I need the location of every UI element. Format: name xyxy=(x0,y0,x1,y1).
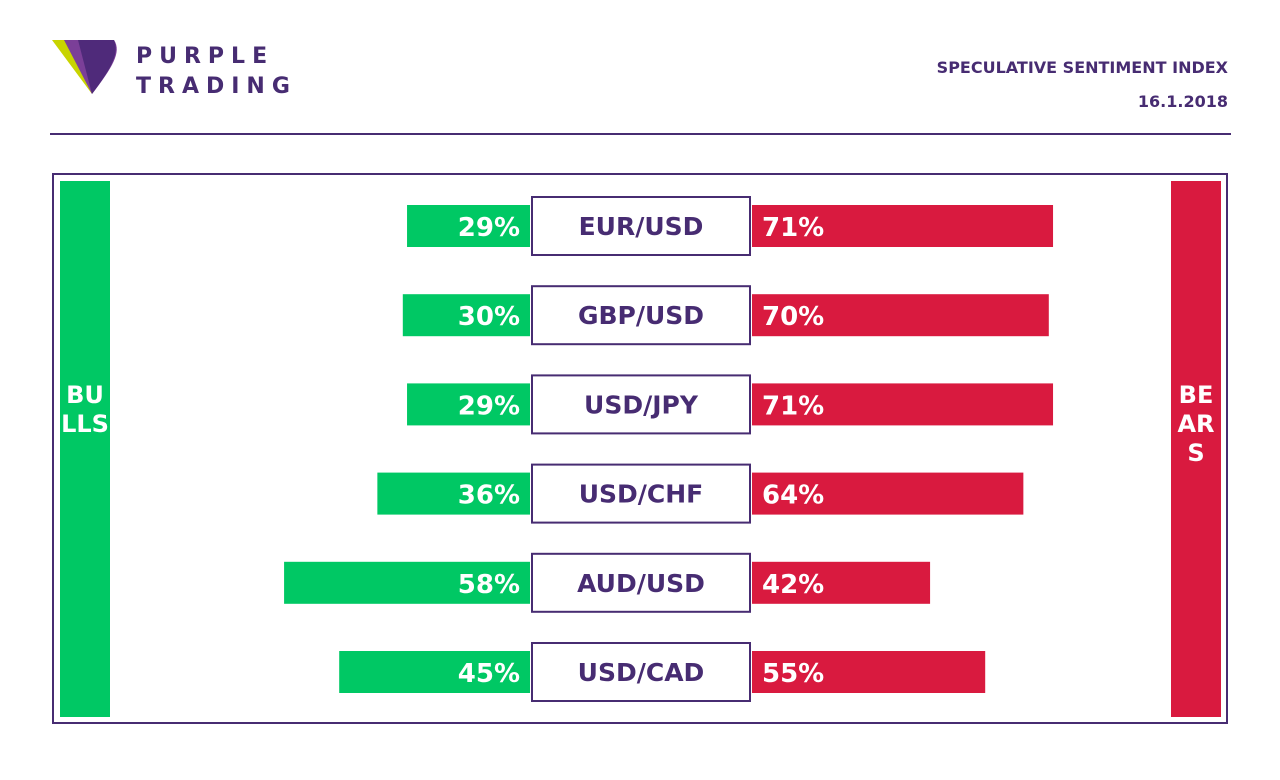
bulls-label: BULLS xyxy=(61,381,109,438)
bear-value-label: 64% xyxy=(762,481,824,511)
bear-bar-eur-usd xyxy=(752,205,1054,247)
bulls-side-bar: BULLS xyxy=(60,181,110,717)
logo-line-2: TRADING xyxy=(136,74,297,99)
pair-box-eur-usd xyxy=(531,196,751,256)
purple-trading-logo: PURPLE TRADING xyxy=(52,38,312,102)
bears-label: BEARS xyxy=(1177,381,1215,467)
bear-value-label: 71% xyxy=(762,391,824,421)
report-title: SPECULATIVE SENTIMENT INDEX xyxy=(936,58,1228,77)
bull-bar-usd-cad xyxy=(339,651,530,693)
bear-bar-usd-cad xyxy=(752,651,986,693)
pair-label: USD/CAD xyxy=(578,658,705,687)
bull-bar-eur-usd xyxy=(407,205,530,247)
bull-bar-aud-usd xyxy=(284,561,530,604)
bull-bar-usd-chf xyxy=(377,472,530,515)
bear-bar-aud-usd xyxy=(752,561,931,604)
chart-frame xyxy=(52,173,1228,724)
bull-value-label: 36% xyxy=(458,481,520,511)
header-divider xyxy=(50,133,1231,135)
pair-label: AUD/USD xyxy=(577,569,705,598)
bear-value-label: 55% xyxy=(762,659,824,689)
bull-value-label: 30% xyxy=(458,302,520,332)
pair-box-usd-chf xyxy=(531,463,751,524)
bull-value-label: 45% xyxy=(458,659,520,689)
logo-wordmark: PURPLE TRADING xyxy=(136,42,297,102)
bull-value-label: 58% xyxy=(458,570,520,600)
pair-label: USD/JPY xyxy=(584,390,699,419)
bull-value-label: 29% xyxy=(458,391,520,421)
bear-bar-gbp-usd xyxy=(752,294,1049,337)
pair-box-aud-usd xyxy=(531,552,751,613)
pair-box-gbp-usd xyxy=(531,285,751,346)
pair-box-usd-jpy xyxy=(531,374,751,435)
pair-label: GBP/USD xyxy=(578,301,704,330)
bull-bar-usd-jpy xyxy=(407,383,530,426)
bear-value-label: 71% xyxy=(762,213,824,243)
bear-value-label: 70% xyxy=(762,302,824,332)
bull-bar-gbp-usd xyxy=(402,294,530,337)
bear-bar-usd-jpy xyxy=(752,383,1054,426)
bears-side-bar: BEARS xyxy=(1171,181,1221,717)
bear-value-label: 42% xyxy=(762,570,824,600)
bear-bar-usd-chf xyxy=(752,472,1024,515)
logo-mark-icon xyxy=(52,40,117,94)
logo-line-1: PURPLE xyxy=(136,44,275,69)
pair-box-usd-cad xyxy=(531,642,751,702)
pair-label: EUR/USD xyxy=(579,212,704,241)
bull-value-label: 29% xyxy=(458,213,520,243)
report-date: 16.1.2018 xyxy=(1137,92,1228,111)
pair-label: USD/CHF xyxy=(579,480,704,509)
